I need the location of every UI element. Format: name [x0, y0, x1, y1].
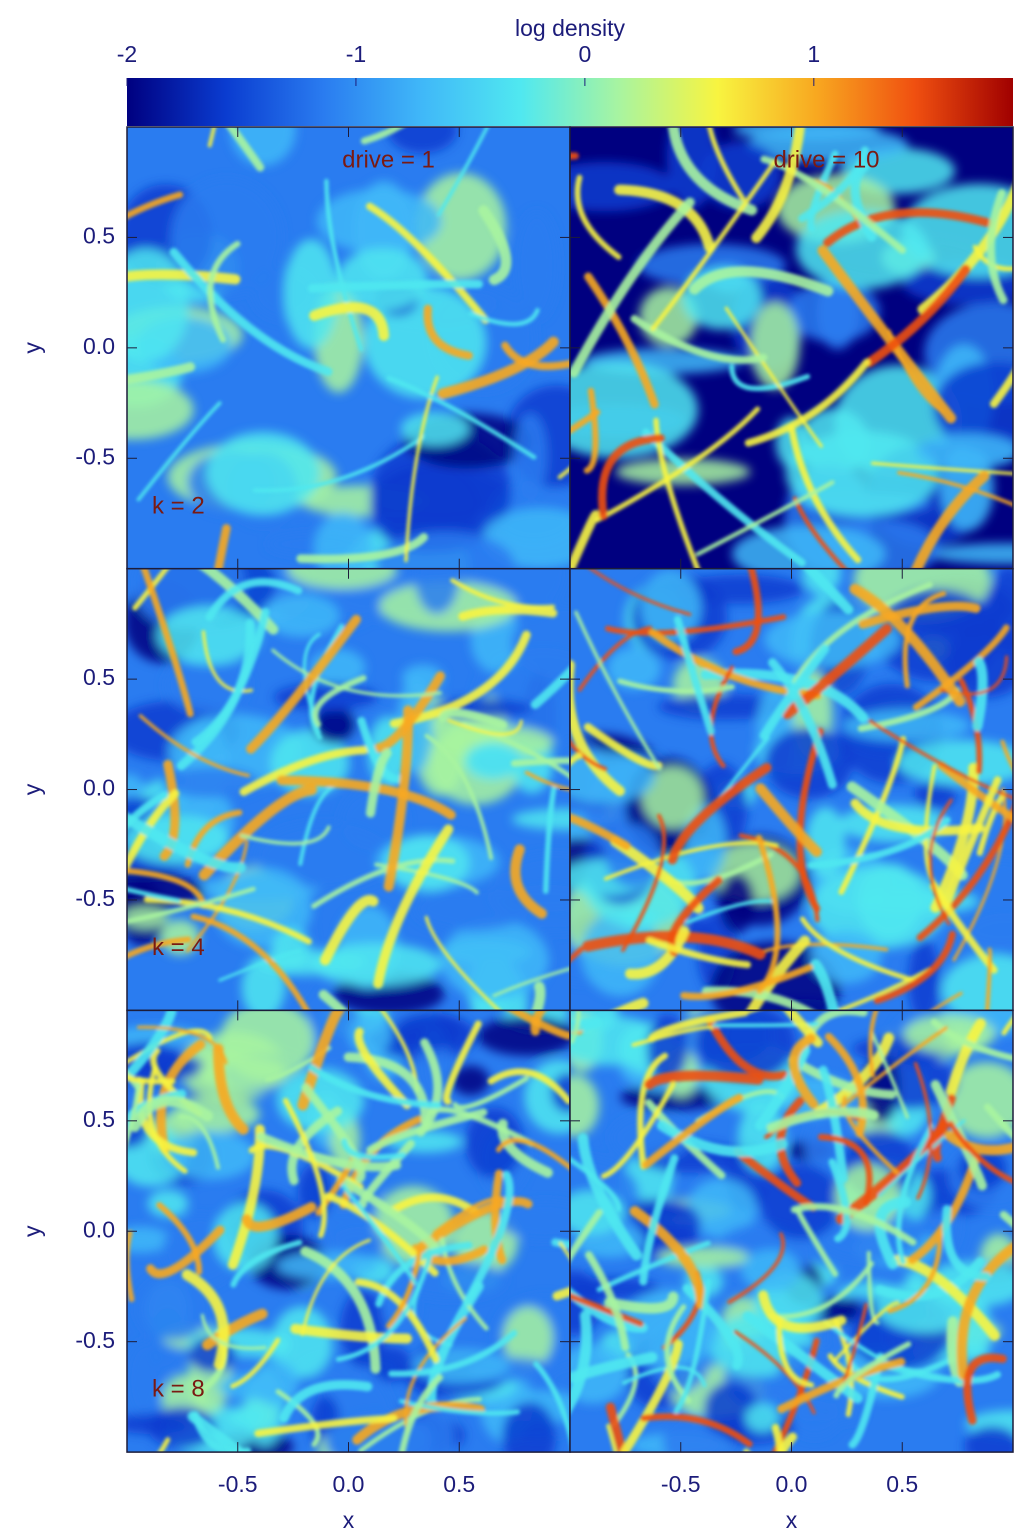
blob [112, 1414, 190, 1434]
colorbar-tick-label: 1 [807, 41, 820, 67]
blob [228, 1405, 267, 1428]
colorbar-tick-label: 0 [578, 41, 591, 67]
y-axis-label: y [19, 342, 45, 354]
y-tick-label: -0.5 [75, 1327, 115, 1353]
colorbar [127, 78, 1013, 126]
blob [317, 189, 442, 253]
page: {"chart_data": { "type": "heatmap", "col… [0, 0, 1014, 1535]
blob [751, 302, 800, 389]
x-tick-label: -0.5 [218, 1471, 258, 1497]
x-tick-label: -0.5 [661, 1471, 701, 1497]
blob [337, 248, 428, 311]
colorbar-tick-label: -2 [117, 41, 137, 67]
y-tick-label: -0.5 [75, 443, 115, 469]
blob [441, 920, 549, 1000]
y-tick-label: 0.5 [83, 223, 115, 249]
column-label: drive = 10 [773, 146, 879, 173]
y-tick-label: 0.0 [83, 775, 115, 801]
row-label: k = 8 [152, 1376, 205, 1403]
blob [110, 1227, 170, 1253]
x-axis-label: x [343, 1507, 355, 1533]
y-axis-label: y [19, 1225, 45, 1237]
y-tick-label: -0.5 [75, 885, 115, 911]
x-axis-label: x [786, 1507, 798, 1533]
blob [820, 1403, 863, 1423]
y-tick-label: 0.0 [83, 333, 115, 359]
blob [103, 248, 189, 362]
filament [312, 284, 479, 288]
x-tick-label: 0.0 [776, 1471, 808, 1497]
y-tick-label: 0.0 [83, 1216, 115, 1242]
blob [206, 432, 320, 515]
blob [414, 887, 529, 931]
y-tick-label: 0.5 [83, 1106, 115, 1132]
y-axis-label: y [19, 783, 45, 795]
row-label: k = 2 [152, 492, 205, 519]
blob [515, 211, 558, 320]
column-label: drive = 1 [342, 146, 435, 173]
colorbar-label: log density [515, 15, 625, 41]
row-label: k = 4 [152, 934, 205, 961]
colorbar-tick-label: -1 [346, 41, 366, 67]
figure: log density -2 -1 0 1 drive = 1 k = 2 -0.5 0.0 0… [0, 0, 1014, 1535]
blob [218, 1374, 284, 1400]
blob [401, 412, 469, 446]
blob [73, 380, 194, 440]
y-tick-label: 0.5 [83, 664, 115, 690]
blob [284, 239, 338, 349]
filament [10, 1031, 138, 1087]
x-tick-label: 0.5 [443, 1471, 475, 1497]
x-tick-label: 0.5 [886, 1471, 918, 1497]
blob [220, 1000, 314, 1080]
x-tick-label: 0.0 [333, 1471, 365, 1497]
